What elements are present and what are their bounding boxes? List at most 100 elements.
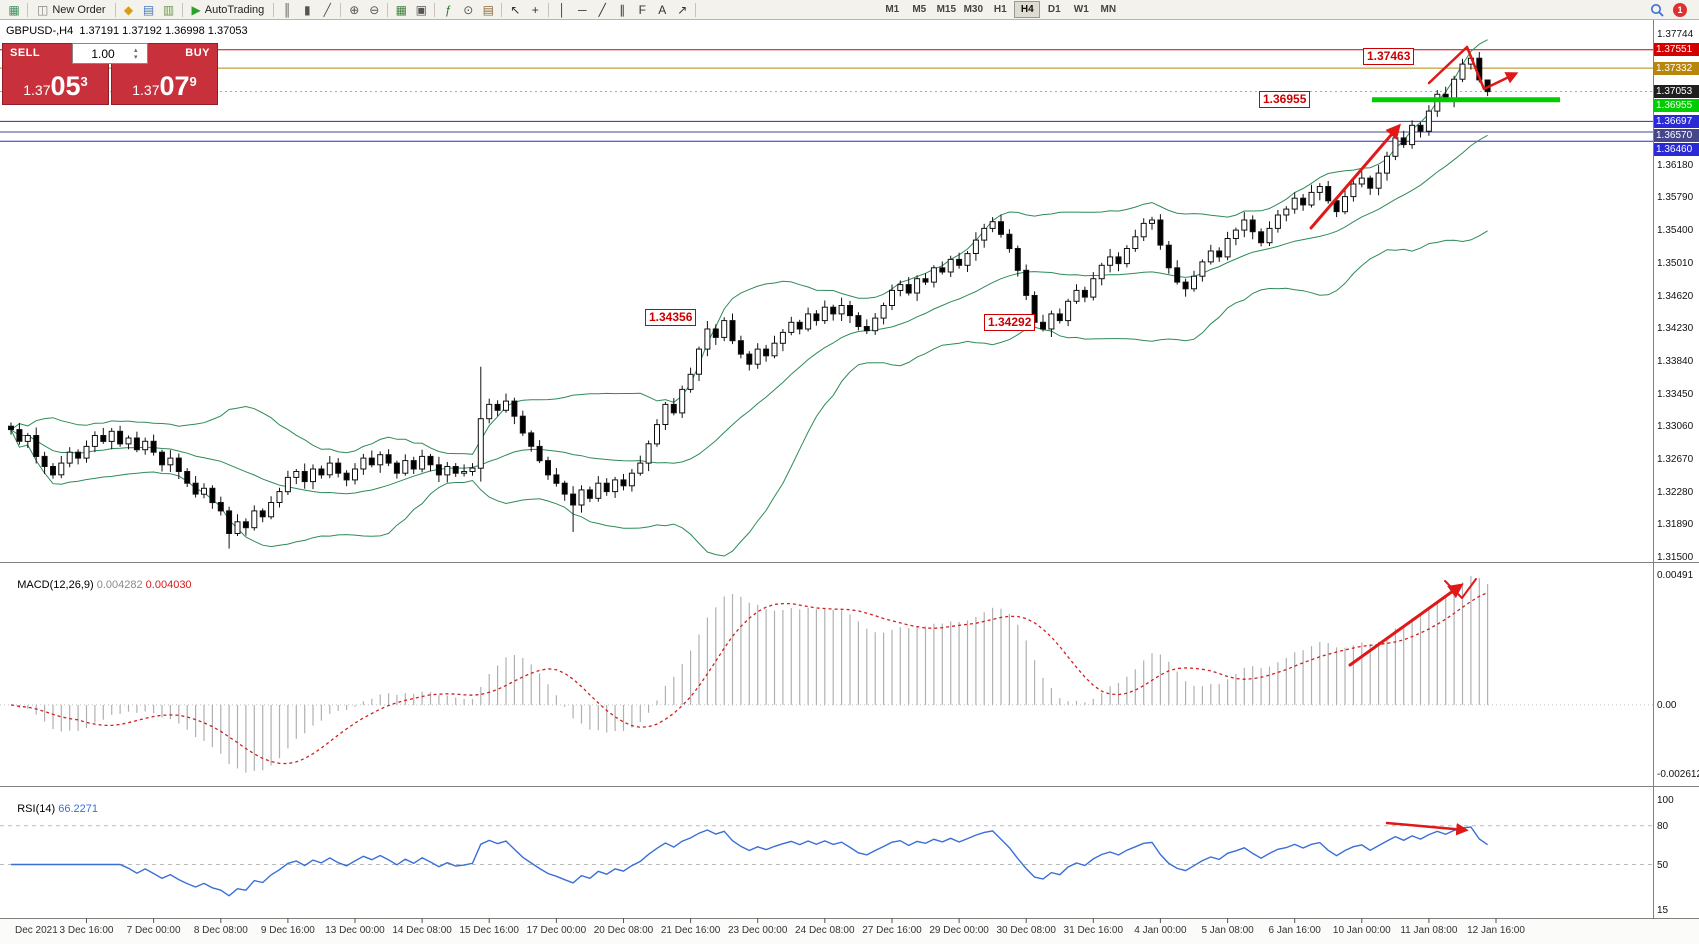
time-label: 20 Dec 08:00	[593, 925, 654, 936]
timeframe-button-d1[interactable]: D1	[1047, 4, 1061, 15]
price-scale-tick: 1.37744	[1657, 28, 1694, 40]
chart-window[interactable]	[0, 20, 1699, 944]
market-watch-icon[interactable]: ◆	[123, 2, 134, 17]
trendline-icon[interactable]: ╱	[598, 2, 606, 17]
toolbar-separator	[434, 2, 436, 17]
price-badge-1.36570: 1.36570	[1654, 128, 1699, 142]
price-scale-tick: 1.32670	[1657, 453, 1694, 465]
time-label: 23 Dec 00:00	[727, 925, 788, 936]
new-chart-icon[interactable]: ▦	[8, 2, 20, 17]
time-label: 15 Dec 16:00	[459, 925, 519, 936]
price-scale-border	[1653, 20, 1654, 918]
rsi-scale-80: 80	[1657, 820, 1669, 832]
indicators-icon[interactable]: ƒ	[444, 2, 452, 17]
price-scale-tick: 1.33450	[1657, 388, 1694, 400]
zoom-out-icon[interactable]: ⊖	[369, 2, 380, 17]
time-label: 4 Jan 00:00	[1134, 925, 1187, 936]
timeframe-button-m5[interactable]: M5	[912, 4, 927, 15]
toolbar-separator	[273, 2, 275, 17]
price-callout-1.37463[interactable]: 1.37463	[1363, 48, 1415, 66]
volume-input[interactable]	[73, 45, 133, 62]
timeframe-button-m1[interactable]: M1	[885, 4, 900, 15]
toolbar-separator	[548, 2, 550, 17]
rsi-panel-separator[interactable]	[0, 786, 1699, 787]
line-chart-icon[interactable]: ╱	[323, 2, 331, 17]
crosshair-icon[interactable]: +	[531, 2, 539, 17]
price-badge-1.37053: 1.37053	[1654, 85, 1699, 98]
timeframe-button-mn[interactable]: MN	[1100, 4, 1117, 15]
toolbar-separator	[181, 2, 183, 17]
rsi-indicator-label: RSI(14) 66.2271	[17, 803, 98, 815]
text-icon[interactable]: A	[658, 2, 667, 17]
time-label: 24 Dec 08:00	[795, 925, 855, 936]
timeframe-button-w1[interactable]: W1	[1073, 4, 1089, 15]
price-scale-tick: 1.35400	[1657, 225, 1694, 237]
volume-stepper: ▴▾	[72, 43, 148, 64]
volume-spin-icons[interactable]: ▴ ▾	[134, 46, 138, 61]
price-scale-tick: 1.33060	[1657, 421, 1694, 433]
horizontal-line-icon[interactable]: ─	[578, 2, 587, 17]
arrows-icon[interactable]: ↗	[677, 2, 688, 17]
equidistant-channel-icon[interactable]: ∥	[619, 2, 626, 17]
buy-price: 1.37079	[132, 71, 197, 101]
templates-icon[interactable]: ▤	[482, 2, 494, 17]
cursor-icon[interactable]: ↖	[510, 2, 521, 17]
periods-icon[interactable]: ⊙	[463, 2, 474, 17]
macd-scale-min: -0.002612	[1657, 769, 1699, 780]
toolbar-separator	[501, 2, 503, 17]
candlestick-chart-icon[interactable]: ▮	[303, 2, 311, 17]
timeframe-button-m30[interactable]: M30	[963, 4, 984, 15]
time-label: 31 Dec 16:00	[1063, 925, 1124, 936]
cascade-windows-icon[interactable]: ▣	[415, 2, 427, 17]
tile-windows-icon[interactable]: ▦	[395, 2, 407, 17]
new-order-button[interactable]: ◫ New Order	[37, 2, 106, 17]
macd-indicator-label: MACD(12,26,9) 0.004282 0.004030	[17, 579, 192, 591]
time-label: 9 Dec 16:00	[260, 925, 315, 936]
rsi-scale-100: 100	[1657, 795, 1674, 806]
navigator-icon[interactable]: ▥	[162, 2, 175, 17]
time-label: 13 Dec 00:00	[325, 925, 385, 936]
fibonacci-icon[interactable]: F	[638, 2, 646, 17]
timeframe-button-m15[interactable]: M15	[936, 4, 957, 15]
time-label: 5 Jan 08:00	[1201, 925, 1254, 936]
vertical-line-icon[interactable]: │	[558, 2, 567, 17]
time-label: 3 Dec 16:00	[59, 925, 114, 936]
timeframe-button-h1[interactable]: H1	[993, 4, 1007, 15]
price-callout-1.34292[interactable]: 1.34292	[984, 314, 1036, 331]
notifications-badge[interactable]: 1	[1673, 2, 1687, 17]
time-label: 14 Dec 08:00	[392, 925, 452, 936]
time-label: 6 Jan 16:00	[1268, 925, 1321, 936]
time-label: 8 Dec 08:00	[193, 925, 248, 936]
toolbar-separator	[695, 2, 697, 17]
price-scale-tick: 1.36180	[1657, 159, 1694, 171]
time-label: 17 Dec 00:00	[526, 925, 587, 936]
price-badge-1.37332: 1.37332	[1654, 61, 1699, 75]
price-callout-1.36955[interactable]: 1.36955	[1259, 90, 1311, 108]
time-label: 12 Jan 16:00	[1467, 925, 1525, 936]
price-scale-tick: 1.35790	[1657, 192, 1694, 204]
bar-chart-icon[interactable]: ║	[283, 2, 292, 17]
macd-panel-separator[interactable]	[0, 562, 1699, 563]
sell-price: 1.37053	[23, 71, 88, 101]
timeframe-button-h4[interactable]: H4	[1014, 1, 1041, 18]
autotrading-button[interactable]: ▶ AutoTrading	[191, 2, 265, 17]
time-label: 29 Dec 00:00	[929, 925, 989, 936]
price-scale-tick: 1.31890	[1657, 519, 1694, 531]
time-label: 21 Dec 16:00	[660, 925, 721, 936]
zoom-in-icon[interactable]: ⊕	[349, 2, 360, 17]
search-icon[interactable]	[1647, 2, 1667, 18]
data-window-icon[interactable]: ▤	[142, 2, 155, 17]
toolbar-separator	[27, 2, 28, 17]
time-label: 27 Dec 16:00	[862, 925, 922, 936]
price-badge-1.36697: 1.36697	[1654, 114, 1699, 128]
buy-label: BUY	[185, 47, 210, 59]
price-scale-tick: 1.31500	[1657, 552, 1694, 563]
price-scale-tick: 1.35010	[1657, 257, 1694, 269]
rsi-scale-15: 15	[1657, 904, 1669, 916]
price-callout-1.34356[interactable]: 1.34356	[645, 308, 697, 326]
toolbar-separator	[114, 2, 116, 17]
time-axis[interactable]	[0, 918, 1699, 944]
ohlc-header: GBPUSD-,H4 1.37191 1.37192 1.36998 1.370…	[6, 25, 248, 37]
time-label: 7 Dec 00:00	[126, 925, 181, 936]
